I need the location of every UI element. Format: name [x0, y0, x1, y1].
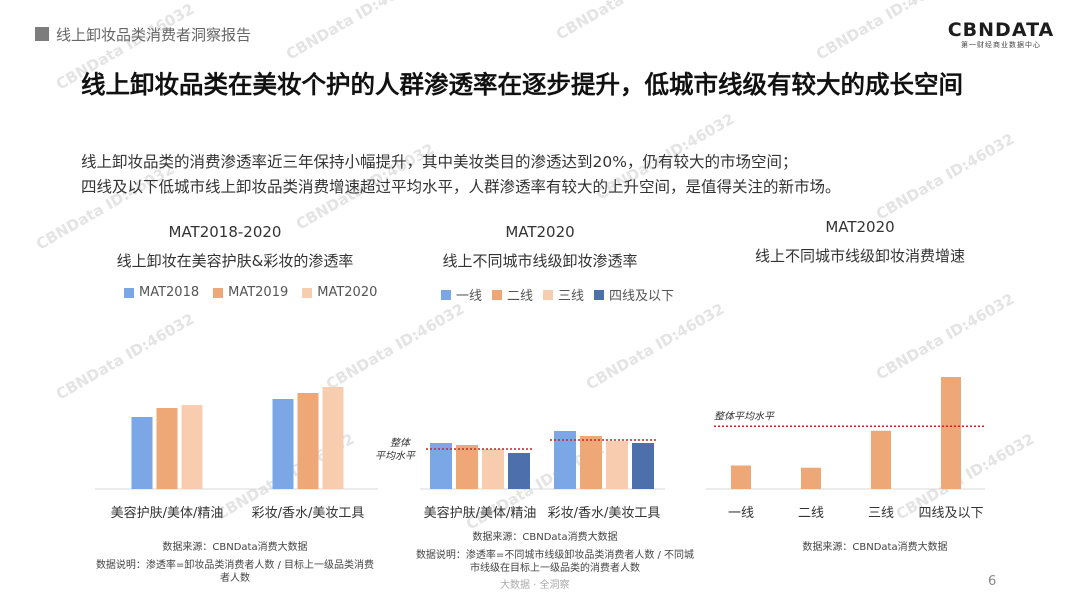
- bar: [430, 443, 452, 489]
- legend-swatch-mat2019: [213, 287, 224, 298]
- summary-line: 线上卸妆品类的消费渗透率近三年保持小幅提升，其中美妆类目的渗透达到20%，仍有较…: [81, 153, 798, 171]
- legend-label: 二线: [507, 289, 534, 304]
- logo-sub-text: 第一财经商业数据中心: [961, 41, 1041, 49]
- legend-item: MAT2019: [213, 285, 288, 300]
- left-chart-subtitle: 线上卸妆在美容护肤&彩妆的渗透率: [116, 252, 354, 270]
- legend-item: 四线及以下: [594, 285, 674, 304]
- logo: CBNDATA 第一财经商业数据中心: [946, 20, 1056, 51]
- bar: [272, 399, 294, 489]
- bar: [322, 387, 344, 489]
- footer-text: 大数据 · 全洞察: [500, 580, 570, 591]
- left-chart-note: 数据说明：渗透率=卸妆品类消费者人数 / 目标上一级品类消费者人数: [95, 560, 375, 584]
- bar: [871, 430, 891, 489]
- middle-chart-legend: 一线 二线 三线 四线及以下: [441, 285, 674, 304]
- middle-chart-subtitle: 线上不同城市线级卸妆渗透率: [442, 252, 638, 270]
- legend-item: MAT2020: [302, 285, 377, 300]
- bar: [941, 377, 961, 489]
- legend-label: MAT2019: [228, 285, 289, 300]
- legend-item: 二线: [492, 285, 533, 304]
- left-chart-legend: MAT2018 MAT2019 MAT2020: [124, 285, 391, 300]
- bar: [801, 467, 821, 489]
- reference-label: 整体: [390, 437, 412, 449]
- bar: [482, 449, 504, 489]
- bar: [181, 405, 203, 489]
- bar: [131, 417, 153, 489]
- category-label: 彩妆/香水/美妆工具: [548, 506, 661, 521]
- section-title: 线上卸妆品类消费者洞察报告: [56, 26, 252, 44]
- category-label: 彩妆/香水/美妆工具: [252, 506, 365, 521]
- page-number: 6: [988, 574, 997, 589]
- legend-swatch-tier3: [543, 289, 554, 300]
- legend-label: MAT2020: [317, 285, 378, 300]
- legend-item: 一线: [441, 285, 482, 304]
- right-chart-subtitle: 线上不同城市线级卸妆消费增速: [754, 247, 965, 265]
- summary-line: 四线及以下低城市线上卸妆品类消费增速超过平均水平，人群渗透率有较大的上升空间，是…: [81, 178, 841, 196]
- legend-label: 一线: [456, 289, 483, 304]
- legend-swatch-mat2018: [124, 287, 134, 298]
- page-title: 线上卸妆品类在美妆个护的人群渗透率在逐步提升，低城市线级有较大的成长空间: [81, 70, 963, 99]
- reference-label: 整体平均水平: [714, 410, 775, 422]
- right-chart-source: 数据来源：CBNData消费大数据: [802, 542, 948, 553]
- category-label: 三线: [868, 506, 894, 521]
- category-label: 二线: [798, 506, 824, 521]
- legend-swatch-tier1: [441, 289, 451, 300]
- legend-item: 三线: [543, 285, 584, 304]
- legend-swatch-tier2: [492, 289, 503, 300]
- bar: [554, 431, 576, 489]
- category-label: 美容护肤/美体/精油: [111, 505, 224, 521]
- legend-swatch-tier4: [594, 289, 605, 300]
- summary: 线上卸妆品类的消费渗透率近三年保持小幅提升，其中美妆类目的渗透达到20%，仍有较…: [81, 150, 1041, 200]
- left-chart-period: MAT2018-2020: [168, 223, 282, 241]
- logo-main-text: CBNDATA: [947, 19, 1055, 41]
- bar: [156, 408, 178, 489]
- section-marker: [35, 27, 49, 41]
- category-label: 四线及以下: [918, 506, 983, 521]
- bar: [456, 445, 478, 489]
- category-label: 美容护肤/美体/精油: [424, 505, 537, 521]
- middle-chart-note: 数据说明：渗透率=不同城市线级卸妆品类消费者人数 / 不同城市线级在目标上一级品…: [415, 550, 695, 574]
- legend-label: 三线: [558, 289, 585, 304]
- left-chart-source: 数据来源：CBNData消费大数据: [162, 542, 308, 553]
- category-label: 一线: [728, 506, 754, 521]
- bar: [731, 465, 751, 489]
- legend-label: 四线及以下: [609, 289, 675, 304]
- bar: [632, 443, 654, 489]
- right-chart-period: MAT2020: [825, 218, 895, 236]
- legend-label: MAT2018: [139, 285, 200, 300]
- bar: [606, 441, 628, 489]
- reference-label: 平均水平: [375, 450, 416, 462]
- legend-swatch-mat2020: [302, 287, 313, 298]
- middle-chart-period: MAT2020: [505, 223, 575, 241]
- bar: [580, 436, 602, 489]
- middle-chart-source: 数据来源：CBNData消费大数据: [472, 532, 618, 543]
- bar: [297, 393, 319, 489]
- legend-item: MAT2018: [124, 285, 199, 300]
- bar: [508, 453, 530, 489]
